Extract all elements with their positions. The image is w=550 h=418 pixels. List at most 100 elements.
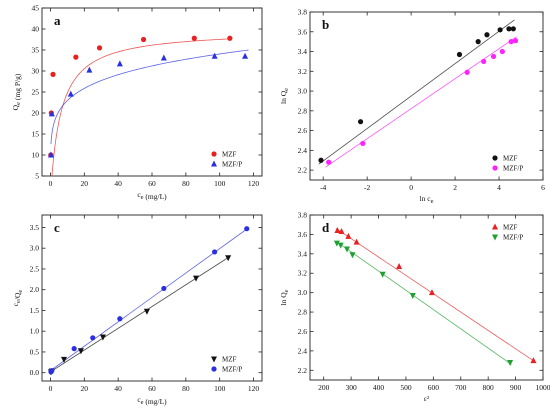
y-tick-label: 35 [32, 46, 40, 55]
data-point [225, 255, 231, 261]
y-axis-label: Qe (mg P/g) [11, 73, 22, 110]
y-tick-label: 40 [32, 25, 40, 34]
data-point [500, 49, 505, 54]
data-point [507, 360, 513, 366]
x-tick-label: 600 [428, 383, 440, 392]
data-point [117, 60, 123, 66]
data-point [465, 70, 470, 75]
y-tick-label: 2.2 [298, 166, 308, 175]
data-point [72, 346, 77, 351]
data-point [68, 91, 74, 97]
data-point [318, 158, 323, 163]
legend-label: MZF [503, 224, 518, 232]
x-axis-label: ln ce [420, 194, 434, 205]
y-tick-label: 3.5 [30, 223, 40, 232]
legend-label: MZF [503, 155, 518, 163]
x-tick-label: 800 [483, 383, 495, 392]
legend-marker [492, 224, 498, 230]
data-point [193, 276, 199, 282]
y-tick-label: 30 [32, 67, 40, 76]
fit-line-1 [336, 229, 536, 363]
y-tick-label: 3.0 [30, 244, 40, 253]
x-tick-label: 900 [510, 383, 522, 392]
y-tick-label: 1.5 [30, 306, 40, 315]
y-tick-label: 0.0 [30, 368, 40, 377]
y-axis-label: ln Qe [279, 289, 290, 305]
data-point [511, 26, 516, 31]
data-point [242, 53, 248, 59]
legend-marker [492, 155, 497, 160]
x-axis-label: ce (mg/L) [137, 190, 167, 201]
legend-marker [492, 165, 497, 170]
x-tick-label: 2 [453, 183, 457, 192]
y-tick-label: 3.4 [298, 249, 308, 258]
y-tick-label: 2.0 [30, 285, 40, 294]
data-point [498, 27, 503, 32]
data-point [358, 119, 363, 124]
data-point [50, 72, 55, 77]
x-tick-label: 0 [409, 183, 413, 192]
fit-line-2 [51, 50, 248, 144]
y-tick-label: 2.8 [298, 308, 308, 317]
x-tick-label: 80 [182, 384, 190, 393]
fit-line-2 [336, 241, 511, 364]
x-tick-label: 120 [248, 384, 260, 393]
data-point [97, 45, 102, 50]
data-point [509, 39, 514, 44]
y-tick-label: 25 [32, 88, 40, 97]
data-point [457, 52, 462, 57]
data-point [161, 286, 166, 291]
legend-label: MZF/P [222, 366, 242, 374]
y-tick-label: 10 [32, 151, 40, 160]
data-point [212, 249, 217, 254]
data-point [344, 246, 350, 252]
y-tick-label: 3.2 [298, 67, 308, 76]
y-tick-label: 2.6 [298, 126, 308, 135]
data-point [380, 272, 386, 278]
y-tick-label: 3.4 [298, 47, 308, 56]
x-tick-label: 60 [148, 384, 156, 393]
data-point [396, 263, 402, 269]
data-point [161, 54, 167, 60]
data-point [73, 55, 78, 60]
x-axis-label: ce (mg/L) [137, 395, 167, 406]
x-tick-label: 700 [455, 383, 467, 392]
y-axis-label: ce/Qe [11, 290, 24, 307]
x-tick-label: 0 [49, 179, 53, 188]
y-tick-label: 3.6 [298, 230, 308, 239]
data-point [354, 239, 360, 245]
legend-label: MZF/P [503, 234, 523, 242]
x-tick-label: 100 [214, 179, 226, 188]
data-point [117, 316, 122, 321]
y-tick-label: 2.8 [298, 106, 308, 115]
legend-label: MZF [222, 356, 237, 364]
x-tick-label: 100 [214, 384, 226, 393]
x-tick-label: 40 [114, 384, 122, 393]
fit-line-1 [319, 20, 515, 164]
data-point [360, 141, 365, 146]
x-tick-label: 120 [248, 179, 260, 188]
panel-letter: a [54, 13, 61, 28]
legend-label: MZF/P [503, 165, 523, 173]
y-tick-label: 1.0 [30, 327, 40, 336]
x-tick-label: 4 [497, 183, 501, 192]
x-tick-label: -2 [364, 183, 370, 192]
x-tick-label: 80 [182, 179, 190, 188]
x-tick-label: -4 [320, 183, 326, 192]
data-point [349, 252, 355, 258]
legend-label: MZF [222, 151, 237, 159]
data-point [144, 309, 150, 315]
x-tick-label: 20 [81, 384, 89, 393]
x-tick-label: 0 [49, 384, 53, 393]
x-tick-label: 40 [114, 179, 122, 188]
panel-letter: d [322, 220, 330, 235]
legend-marker [211, 357, 217, 363]
data-point [410, 293, 416, 299]
legend-marker [211, 366, 216, 371]
y-tick-label: 3.0 [298, 288, 308, 297]
